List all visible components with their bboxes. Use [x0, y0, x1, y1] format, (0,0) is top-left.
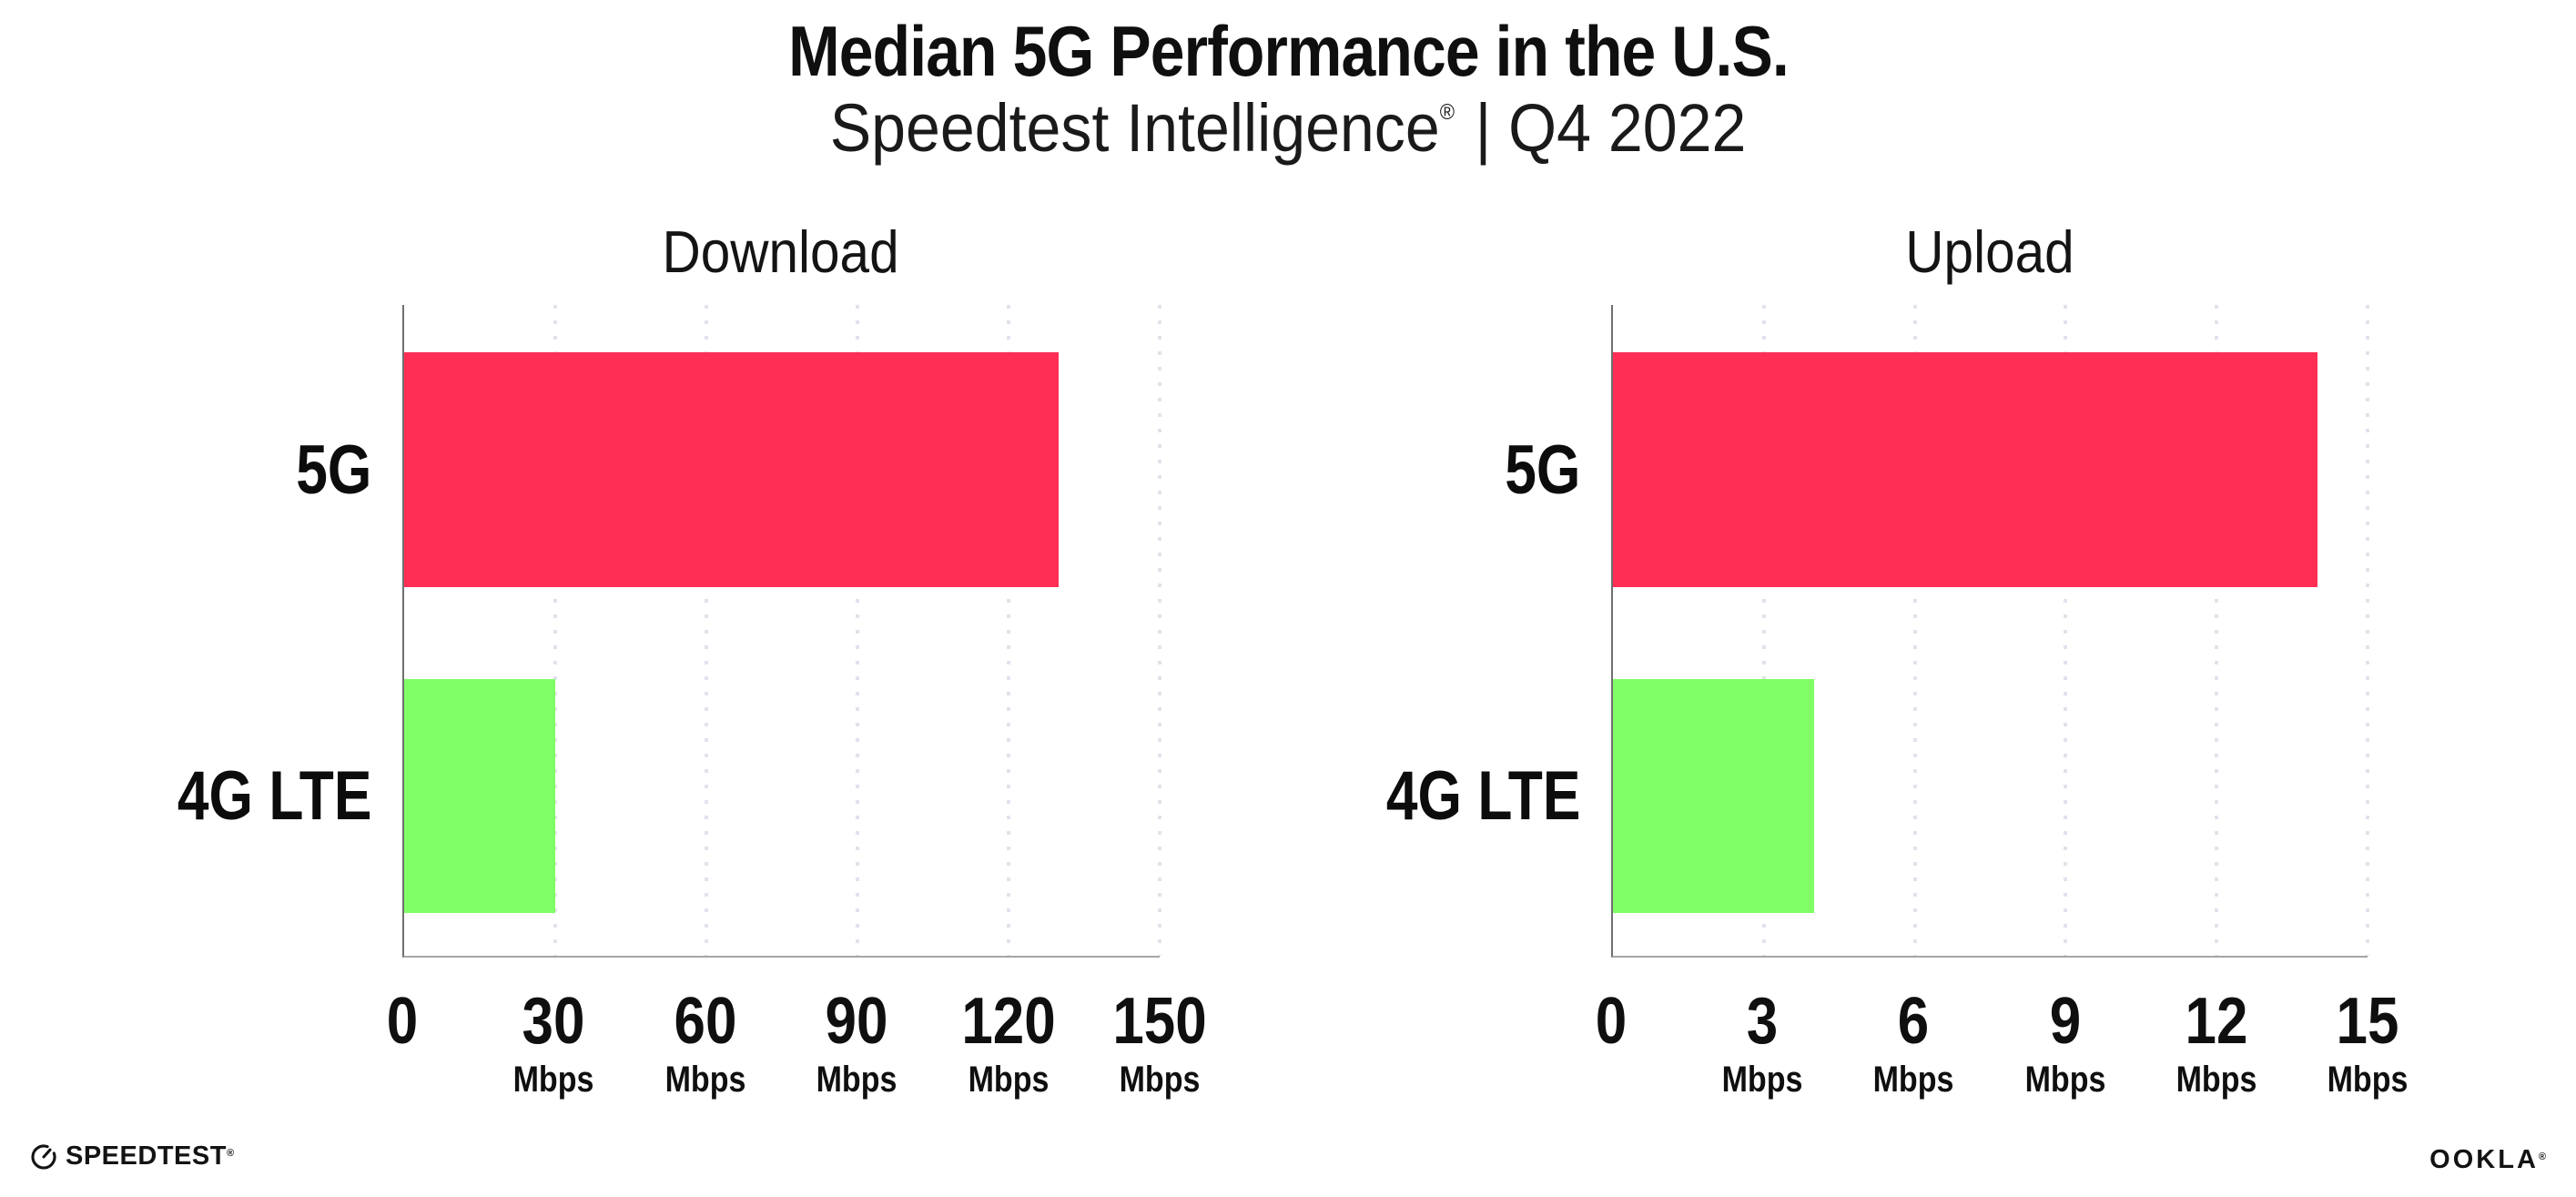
category-label-4g-lte: 4G LTE: [1198, 679, 1580, 913]
download-plot-area: [402, 305, 1161, 958]
page-title: Median 5G Performance in the U.S.: [0, 11, 2576, 91]
x-tick-value: 6: [1898, 985, 1930, 1058]
x-tick-150: 150 Mbps: [1105, 989, 1214, 1098]
bar-5g-upload: [1613, 352, 2317, 587]
x-tick-value: 30: [522, 985, 585, 1058]
bar-4g-lte-upload: [1613, 679, 1815, 913]
x-tick-120: 120 Mbps: [954, 989, 1063, 1098]
x-tick-0: 0: [1593, 989, 1629, 1054]
x-tick-value: 9: [2049, 985, 2081, 1058]
subtitle-period: | Q4 2022: [1475, 90, 1747, 166]
category-label-4g-lte: 4G LTE: [0, 679, 371, 913]
ookla-wordmark-text: OOKLA: [2429, 1145, 2539, 1174]
upload-x-axis: 0 3 Mbps 6 Mbps 9 Mbps 12 Mbps 15 Mbps: [1596, 958, 2409, 1121]
bar-4g-lte-download: [404, 679, 555, 913]
speedtest-registered-mark: ®: [226, 1147, 235, 1159]
category-label-5g: 5G: [0, 352, 371, 587]
page-title-text: Median 5G Performance in the U.S.: [787, 11, 1790, 91]
registered-mark: ®: [1439, 100, 1455, 126]
x-tick-6: 6 Mbps: [1866, 989, 1961, 1098]
speedtest-logo: SPEEDTEST®: [30, 1141, 234, 1172]
gridline-12: [2215, 305, 2219, 956]
download-chart: Download 0 30 Mbps 60 Mbps 90 Mbps 120 Mbps 150 Mb…: [177, 222, 1206, 1098]
x-tick-unit: Mbps: [1119, 1060, 1201, 1100]
ookla-logo: OOKLA®: [2429, 1145, 2546, 1175]
download-chart-title: Download: [402, 222, 1160, 281]
speedtest-wordmark: SPEEDTEST®: [66, 1141, 234, 1172]
gridline-120: [1007, 305, 1010, 956]
gridline-15: [2366, 305, 2369, 956]
category-label-text: 4G LTE: [1385, 757, 1580, 835]
download-x-axis: 0 30 Mbps 60 Mbps 90 Mbps 120 Mbps 150 Mbps: [387, 958, 1207, 1121]
x-tick-unit: Mbps: [513, 1060, 594, 1100]
x-tick-unit: Mbps: [1721, 1060, 1803, 1100]
ookla-registered-mark: ®: [2538, 1151, 2546, 1162]
x-tick-12: 12 Mbps: [2169, 989, 2264, 1098]
category-label-5g: 5G: [1198, 352, 1580, 587]
page-subtitle: Speedtest Intelligence® | Q4 2022: [0, 93, 2576, 164]
x-tick-9: 9 Mbps: [2017, 989, 2112, 1098]
x-tick-value: 12: [2185, 985, 2248, 1058]
x-tick-value: 60: [674, 985, 737, 1058]
page-subtitle-text: Speedtest Intelligence® | Q4 2022: [830, 93, 1747, 164]
x-tick-15: 15 Mbps: [2320, 989, 2415, 1098]
gridline-30: [553, 305, 557, 956]
x-tick-30: 30 Mbps: [506, 989, 601, 1098]
x-tick-unit: Mbps: [968, 1060, 1049, 1100]
gridline-90: [856, 305, 859, 956]
speedtest-gauge-icon: [31, 1144, 56, 1170]
upload-chart-title: Upload: [1611, 222, 2368, 281]
category-label-text: 5G: [295, 431, 371, 509]
x-tick-value: 15: [2336, 985, 2399, 1058]
upload-plot-area: [1611, 305, 2369, 958]
x-tick-value: 120: [960, 985, 1056, 1058]
gridline-150: [1158, 305, 1161, 956]
x-tick-60: 60 Mbps: [658, 989, 753, 1098]
x-tick-value: 150: [1112, 985, 1207, 1058]
download-chart-title-text: Download: [662, 218, 900, 285]
upload-chart-title-text: Upload: [1904, 218, 2074, 285]
x-tick-unit: Mbps: [664, 1060, 746, 1100]
x-tick-3: 3 Mbps: [1715, 989, 1810, 1098]
x-tick-90: 90 Mbps: [809, 989, 904, 1098]
category-label-text: 5G: [1504, 431, 1580, 509]
category-label-text: 4G LTE: [177, 757, 371, 835]
x-tick-0: 0: [384, 989, 421, 1054]
speedtest-wordmark-text: SPEEDTEST: [66, 1141, 227, 1171]
x-tick-value: 0: [1595, 985, 1628, 1058]
subtitle-brand: Speedtest Intelligence: [829, 90, 1440, 166]
gridline-6: [1912, 305, 1917, 956]
x-tick-unit: Mbps: [2175, 1060, 2257, 1100]
x-tick-unit: Mbps: [816, 1060, 898, 1100]
upload-chart: Upload 0 3 Mbps 6 Mbps 9 Mbps 12 Mbps 15 Mbps 5G 4G…: [1385, 222, 2408, 1098]
x-tick-value: 0: [386, 985, 419, 1058]
x-tick-unit: Mbps: [2327, 1060, 2409, 1100]
x-tick-value: 90: [825, 985, 888, 1058]
x-tick-unit: Mbps: [2024, 1060, 2105, 1100]
x-tick-unit: Mbps: [1873, 1060, 1954, 1100]
gridline-60: [705, 305, 708, 956]
x-tick-value: 3: [1746, 985, 1779, 1058]
gridline-9: [2064, 305, 2068, 956]
gridline-3: [1761, 305, 1766, 956]
bar-5g-download: [404, 352, 1060, 587]
